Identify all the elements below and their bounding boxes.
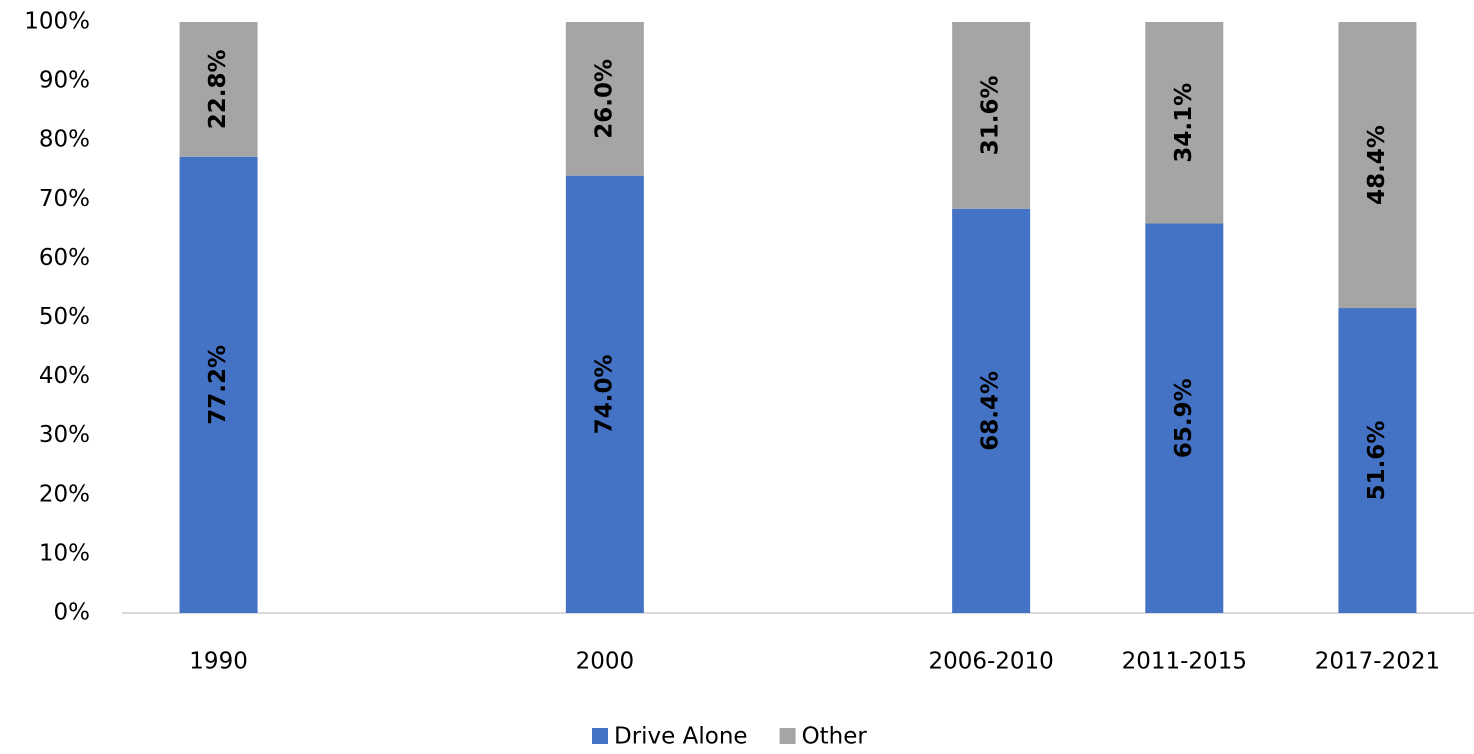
y-tick-label: 70% [39, 186, 90, 212]
y-tick-label: 50% [39, 304, 90, 330]
y-tick-label: 90% [39, 68, 90, 94]
bar-segment [565, 175, 644, 613]
bar-segment [1338, 22, 1417, 309]
y-tick-label: 20% [39, 481, 90, 507]
data-label: 51.6% [1364, 421, 1390, 501]
bar-segment [179, 156, 258, 614]
x-tick-label: 2017-2021 [1315, 649, 1440, 675]
y-tick-label: 0% [54, 600, 91, 626]
data-label: 31.6% [978, 75, 1004, 155]
legend-label: Drive Alone [614, 724, 748, 750]
bar-segment [1145, 22, 1224, 224]
data-label: 77.2% [205, 345, 231, 425]
data-label: 26.0% [591, 59, 617, 139]
bar-segment [179, 22, 258, 157]
x-tick-label: 1990 [189, 649, 248, 675]
legend-label: Other [802, 724, 868, 750]
data-label: 74.0% [591, 354, 617, 434]
data-label: 48.4% [1364, 125, 1390, 205]
bar-segment [1338, 308, 1417, 613]
data-label: 68.4% [978, 371, 1004, 451]
legend-swatch [779, 728, 796, 744]
bar-segment [565, 22, 644, 176]
bar-segment [952, 208, 1031, 614]
y-tick-label: 60% [39, 245, 90, 271]
y-tick-label: 80% [39, 127, 90, 153]
bar-segment [952, 22, 1031, 209]
legend-swatch [592, 728, 608, 744]
data-label: 34.1% [1171, 83, 1197, 163]
x-tick-label: 2011-2015 [1122, 649, 1247, 675]
x-tick-label: 2000 [576, 649, 635, 675]
y-tick-label: 10% [39, 540, 90, 566]
bar-segment [1145, 223, 1224, 613]
data-label: 65.9% [1171, 378, 1197, 458]
x-tick-label: 2006-2010 [928, 649, 1053, 675]
y-tick-label: 40% [39, 363, 90, 389]
y-tick-label: 30% [39, 422, 90, 448]
y-tick-label: 100% [24, 9, 90, 35]
data-label: 22.8% [205, 49, 231, 129]
